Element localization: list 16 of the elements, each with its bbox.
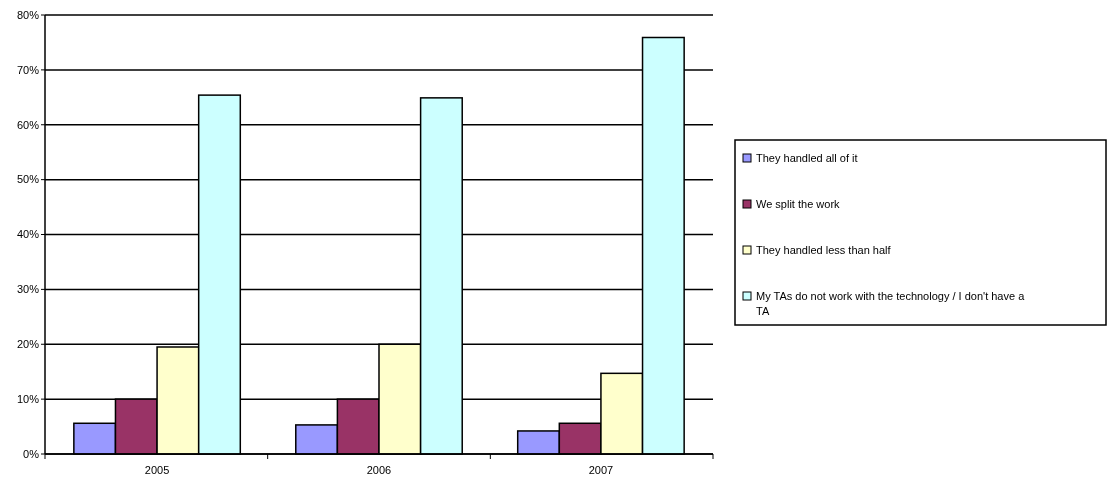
- y-tick-label: 40%: [16, 228, 40, 241]
- y-tick-label: 50%: [16, 173, 40, 186]
- legend-label: My TAs do not work with the technology / I don't have a TA: [756, 290, 1026, 317]
- y-tick-label: 70%: [16, 63, 40, 76]
- y-tick-label: 10%: [16, 392, 40, 405]
- y-tick-label: 20%: [16, 338, 40, 351]
- x-tick-label: 2007: [588, 464, 614, 476]
- y-tick-label: 0%: [23, 447, 40, 460]
- legend-label: They handled less than half: [756, 244, 892, 256]
- x-tick-label: 2006: [366, 464, 392, 476]
- y-tick-label: 30%: [16, 283, 40, 296]
- y-tick-label: 60%: [16, 118, 40, 131]
- x-tick-label: 2005: [144, 464, 170, 476]
- y-tick-label: 80%: [16, 8, 40, 21]
- legend-label: We split the work: [756, 198, 841, 210]
- legend-label: They handled all of it: [756, 152, 858, 164]
